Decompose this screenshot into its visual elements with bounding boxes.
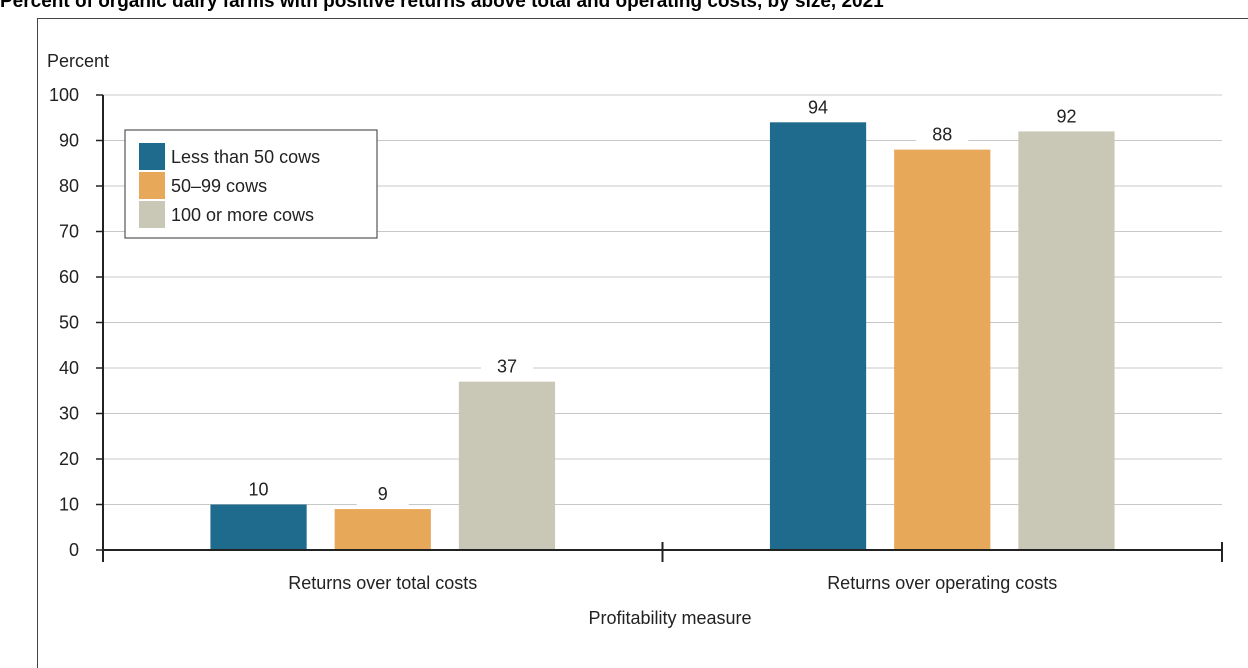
data-label-background: [916, 123, 969, 146]
y-tick-label: 80: [59, 176, 79, 196]
legend-swatch: [139, 201, 165, 228]
data-label-background: [232, 478, 285, 501]
data-label-background: [356, 483, 409, 506]
legend-label: Less than 50 cows: [171, 147, 320, 167]
x-axis-ticks: Returns over total costs Returns over ope…: [102, 542, 1223, 593]
bars: 10 9 37 94 88 92: [210, 96, 1115, 551]
legend-swatch: [139, 143, 165, 170]
y-tick-label: 100: [49, 85, 79, 105]
y-axis-ticks: 0 10 20 30 40 50 60 70 80 90 100: [49, 85, 103, 560]
data-label: 10: [249, 480, 269, 500]
legend-label: 100 or more cows: [171, 205, 314, 225]
bar: [894, 149, 991, 550]
bar: [210, 504, 307, 550]
y-tick-label: 10: [59, 495, 79, 515]
data-label-background: [480, 355, 533, 378]
data-label: 94: [808, 97, 828, 117]
y-tick-label: 70: [59, 222, 79, 242]
y-tick-label: 50: [59, 313, 79, 333]
x-axis-label: Profitability measure: [588, 608, 751, 628]
legend-box: [124, 129, 378, 239]
data-label: 37: [497, 357, 517, 377]
y-axis-label: Percent: [47, 51, 109, 71]
x-tick-label: Returns over operating costs: [827, 573, 1057, 593]
y-tick-label: 20: [59, 449, 79, 469]
legend-swatch: [139, 172, 165, 199]
y-tick-label: 0: [69, 540, 79, 560]
y-tick-label: 40: [59, 358, 79, 378]
data-label-background: [792, 96, 845, 119]
y-tick-label: 90: [59, 131, 79, 151]
bar-chart: Percent Profitability measure 0 10 20 30 40 5…: [47, 51, 1223, 628]
chart-title: Percent of organic dairy farms with posi…: [0, 0, 884, 12]
legend: Less than 50 cows 50–99 cows 100 or more c…: [124, 129, 378, 239]
data-label: 9: [378, 484, 388, 504]
chart-frame: [37, 18, 1248, 668]
data-label: 92: [1056, 106, 1076, 126]
y-tick-label: 30: [59, 404, 79, 424]
bar: [458, 381, 556, 550]
bar: [334, 509, 431, 550]
legend-label: 50–99 cows: [171, 176, 267, 196]
data-label-background: [1040, 105, 1093, 128]
data-label: 88: [932, 125, 952, 145]
bar: [1018, 131, 1115, 550]
x-tick-label: Returns over total costs: [288, 573, 477, 593]
y-tick-label: 60: [59, 267, 79, 287]
bar: [769, 122, 867, 551]
